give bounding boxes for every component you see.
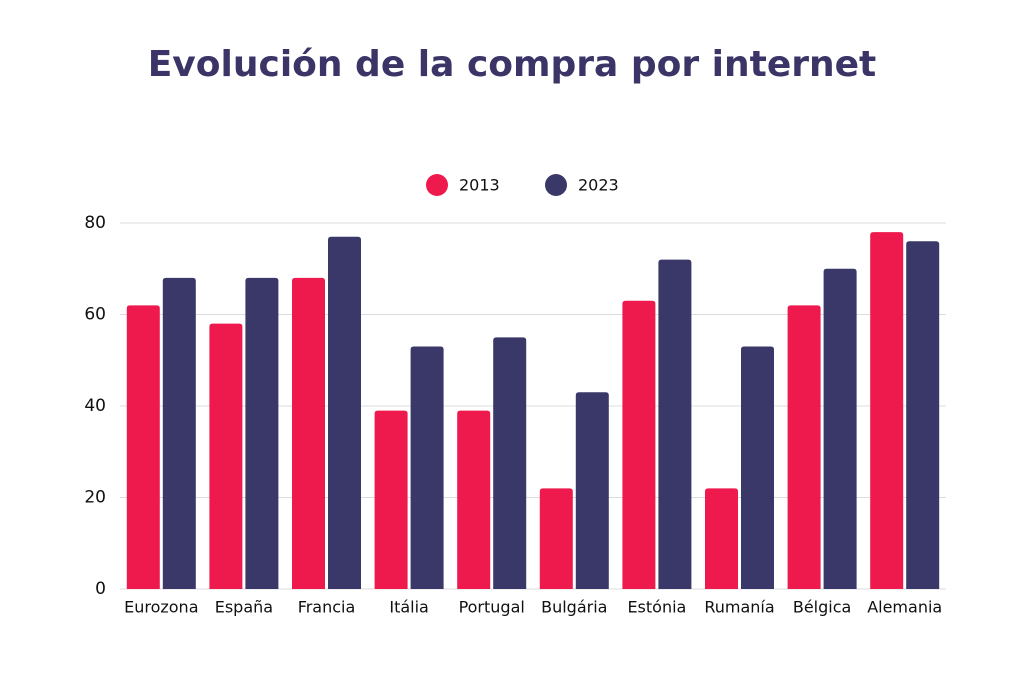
y-tick-label: 60 — [84, 305, 106, 325]
bar — [493, 337, 527, 589]
legend-label: 2023 — [578, 176, 619, 195]
bar — [705, 488, 738, 589]
x-tick-label: Bélgica — [793, 598, 851, 617]
x-tick-label: Alemania — [867, 598, 942, 617]
x-tick-label: Eurozona — [124, 598, 198, 617]
bar — [823, 268, 857, 589]
bar — [245, 277, 279, 589]
bar — [622, 300, 656, 589]
x-tick-label: Bulgária — [541, 598, 607, 617]
x-tick-label: Francia — [298, 598, 356, 617]
bar — [457, 410, 491, 589]
bar — [328, 236, 361, 589]
x-tick-label: Itália — [389, 598, 429, 617]
bar — [292, 277, 325, 589]
bar — [374, 410, 408, 589]
bar — [539, 488, 573, 589]
bar — [658, 259, 692, 589]
y-tick-label: 40 — [84, 396, 106, 416]
bar — [787, 305, 821, 589]
x-tick-label: España — [215, 598, 273, 617]
legend-marker — [545, 174, 567, 196]
bar — [410, 346, 444, 589]
y-tick-label: 20 — [84, 488, 106, 508]
bar — [870, 232, 904, 589]
legend-marker — [426, 174, 448, 196]
legend-label: 2013 — [459, 176, 500, 195]
chart-title: Evolución de la compra por internet — [148, 44, 877, 85]
bar — [741, 346, 774, 589]
x-tick-label: Rumanía — [704, 598, 774, 617]
x-tick-label: Portugal — [459, 598, 525, 617]
x-tick-label: Estónia — [627, 598, 686, 617]
bar — [906, 241, 940, 590]
bar — [209, 323, 243, 589]
y-tick-label: 0 — [95, 579, 106, 599]
bar — [126, 305, 160, 589]
y-tick-label: 80 — [84, 213, 106, 233]
bar — [575, 392, 609, 589]
bar — [162, 277, 196, 589]
